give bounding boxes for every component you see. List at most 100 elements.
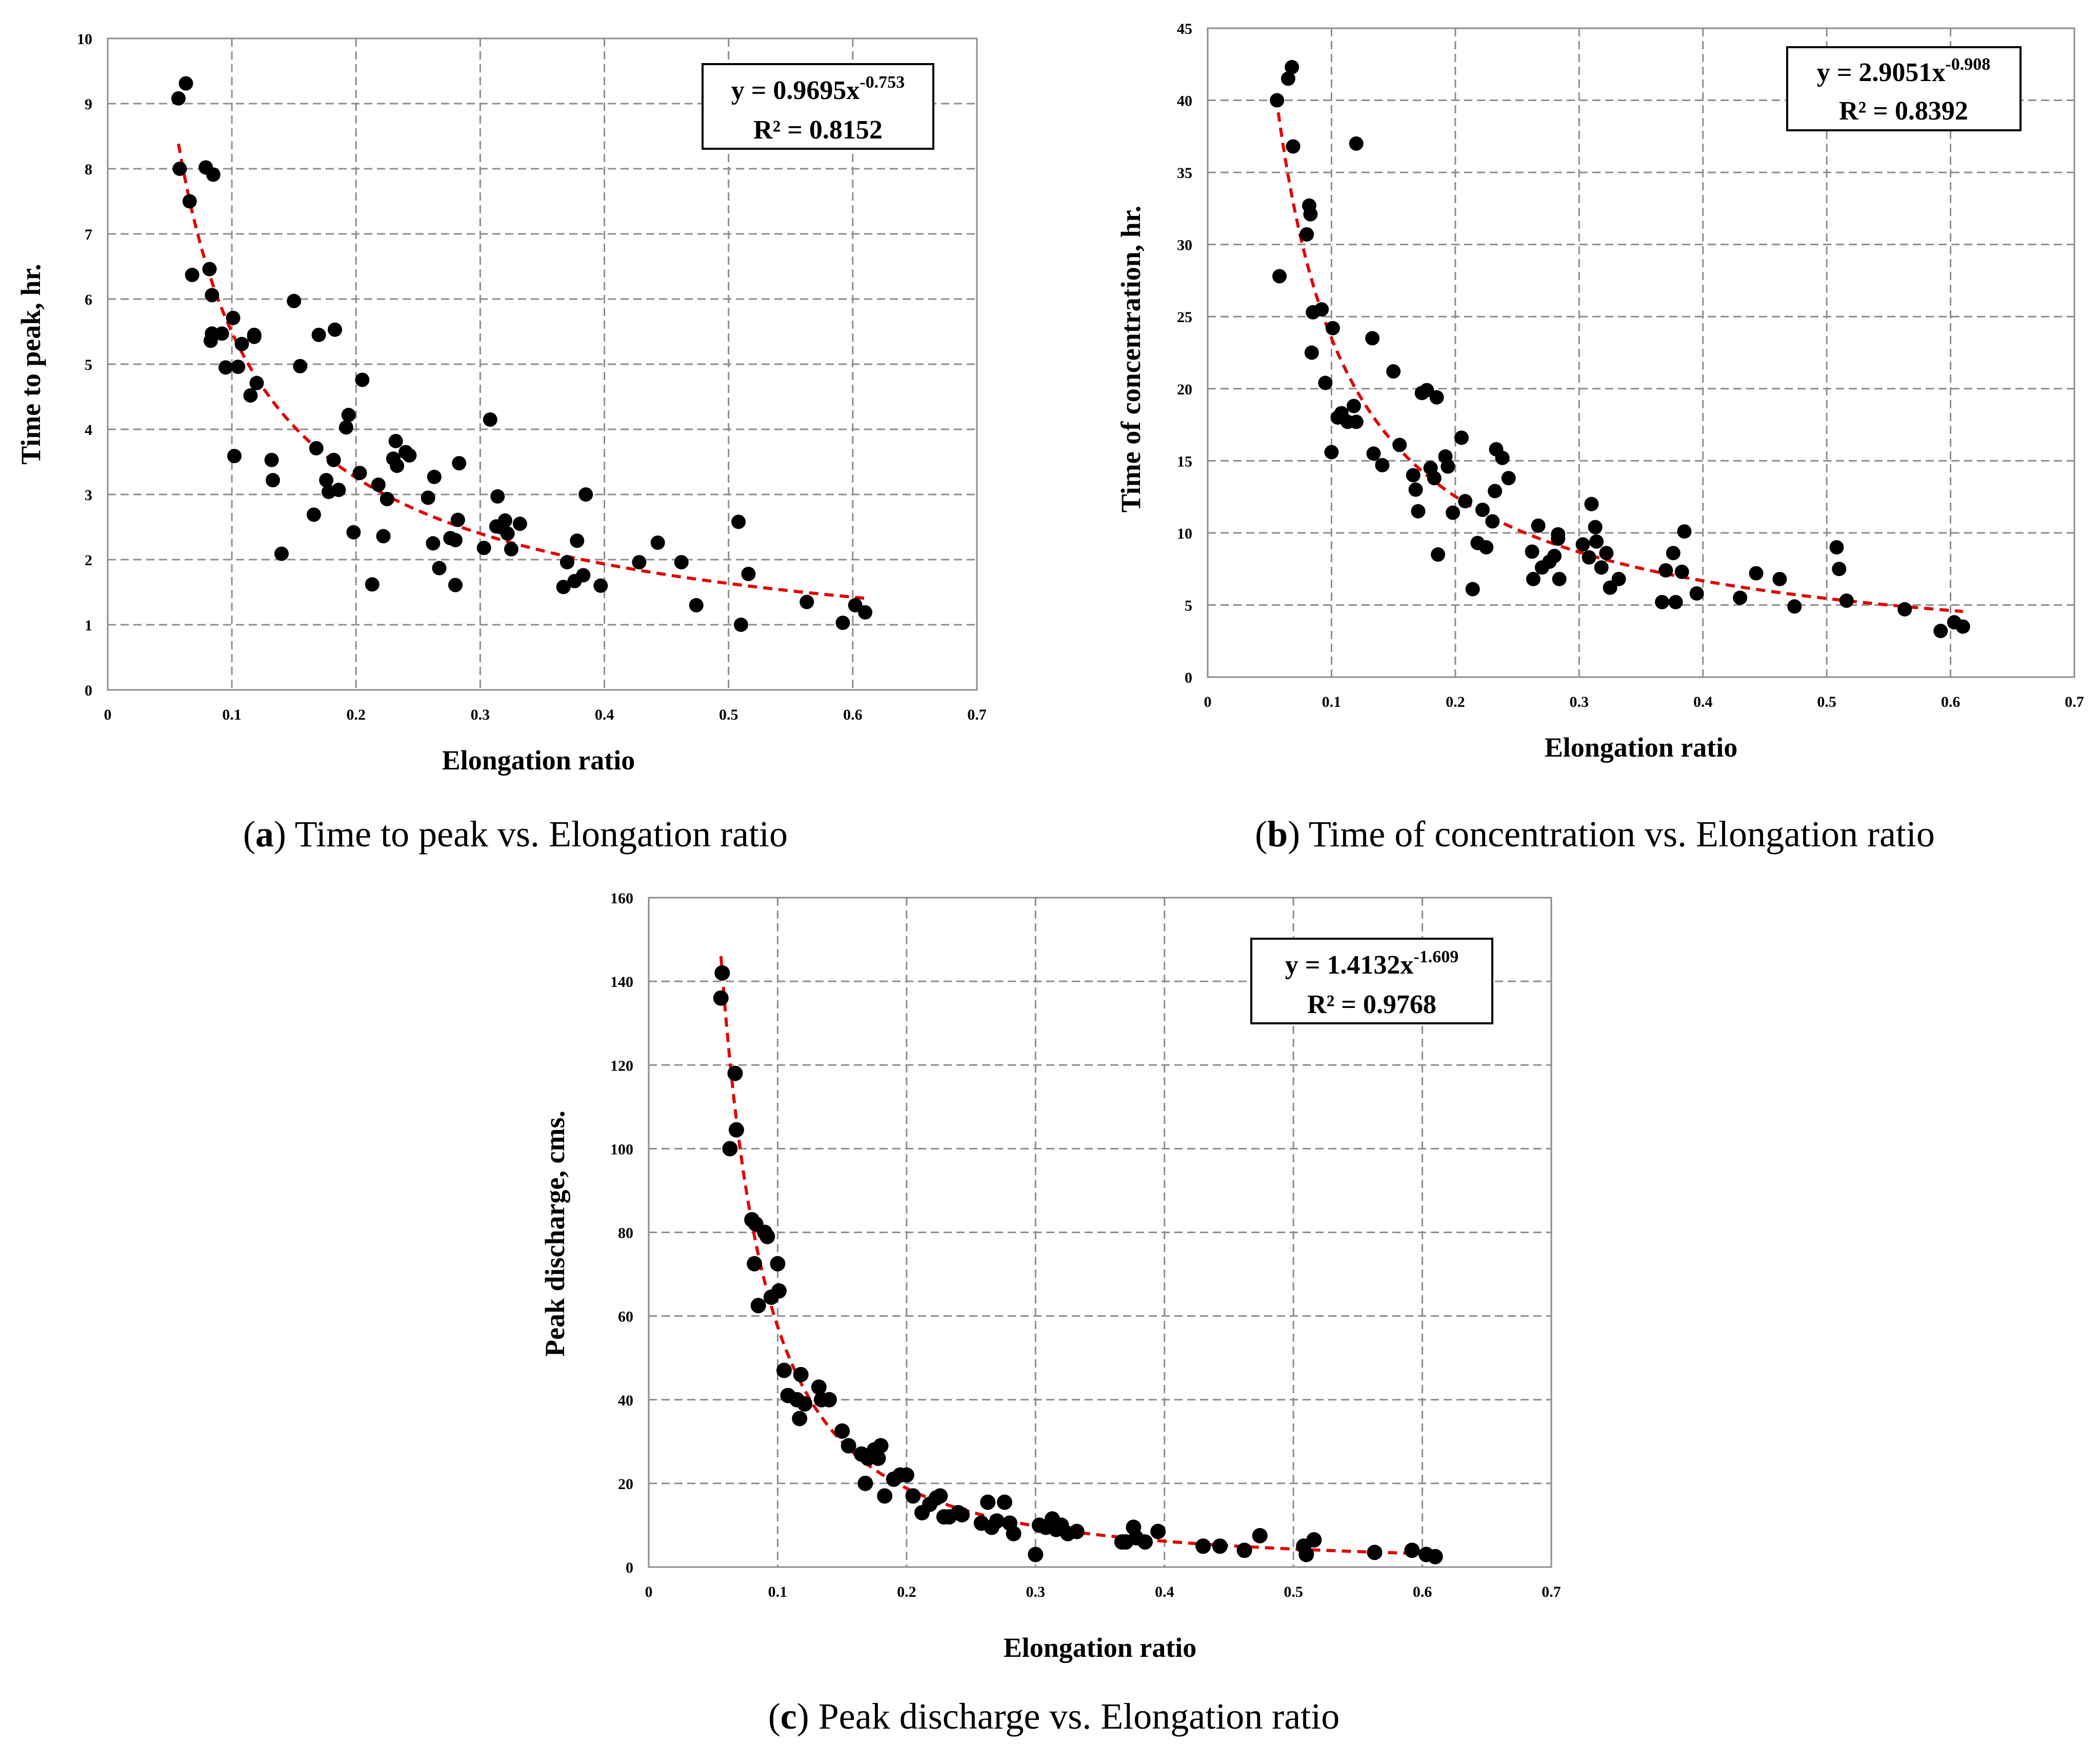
panel-b-data-point — [1733, 590, 1748, 605]
panel-a-data-point — [689, 598, 704, 612]
panel-a-data-point — [483, 412, 497, 427]
panel-c-y-tick-label: 40 — [618, 1392, 633, 1409]
panel-c-data-point — [714, 965, 730, 981]
panel-b-data-point — [1599, 546, 1614, 561]
panel-a-equation-box: y = 0.9695x-0.753 R² = 0.8152 — [702, 63, 934, 150]
panel-a-data-point — [249, 375, 264, 390]
panel-a-x-tick-label: 0.2 — [347, 706, 366, 723]
panel-b-data-point — [1475, 502, 1490, 517]
panel-c-data-point — [811, 1379, 827, 1395]
panel-b-x-tick-label: 0.2 — [1446, 694, 1465, 710]
panel-b-data-point — [1897, 602, 1912, 617]
panel-b-data-point — [1479, 540, 1494, 554]
panel-c-data-point — [989, 1513, 1005, 1529]
panel-b-data-point — [1655, 595, 1670, 609]
panel-a-data-point — [733, 618, 748, 632]
panel-b-data-point — [1365, 331, 1380, 346]
panel-b-data-point — [1588, 520, 1603, 534]
panel-b-data-point — [1495, 450, 1510, 465]
panel-a-data-point — [287, 293, 302, 308]
panel-b-data-point — [1749, 566, 1764, 581]
panel-b-data-point — [1304, 345, 1319, 360]
panel-b-data-point — [1454, 430, 1469, 445]
panel-b-data-point — [1611, 571, 1626, 586]
panel-a-data-point — [274, 546, 289, 561]
panel-b-x-tick-label: 0 — [1204, 694, 1212, 710]
panel-b-data-point — [1324, 445, 1339, 460]
panel-c-data-point — [834, 1423, 850, 1439]
panel-a-data-point — [799, 595, 814, 609]
panel-a-x-axis-label: Elongation ratio — [442, 745, 635, 776]
panel-b-data-point — [1349, 136, 1364, 151]
panel-a-x-ticks: 0 0.1 0.2 0.3 0.4 0.5 0.6 0.7 — [104, 706, 987, 723]
panel-b-data-point — [1303, 207, 1318, 222]
panel-a-data-point — [448, 532, 463, 547]
panel-b-data-point — [1488, 484, 1503, 499]
panel-c-data-point — [905, 1488, 921, 1504]
panel-b-data-point — [1668, 595, 1683, 609]
panel-b-data-point — [1485, 514, 1500, 529]
panel-b-x-axis-label: Elongation ratio — [1545, 732, 1738, 763]
panel-a-data-point — [202, 262, 217, 276]
panel-a-data-point — [500, 526, 515, 541]
panel-a-data-point — [593, 578, 608, 593]
panel-b-caption: (b) Time of concentration vs. Elongation… — [1255, 814, 1935, 855]
panel-a-data-point — [512, 517, 527, 531]
panel-a-data-point — [206, 167, 221, 182]
panel-a-time-to-peak: 0 0.1 0.2 0.3 0.4 0.5 0.6 0.7 0 1 2 3 4 5 6 7 8 9 10 Elon… — [15, 31, 987, 855]
panel-a-y-tick-label: 2 — [85, 552, 92, 569]
panel-b-equation-main: y = 2.9051x — [1817, 58, 1946, 87]
panel-c-data-point — [822, 1392, 837, 1408]
panel-a-data-point — [674, 555, 689, 570]
panel-b-data-point — [1552, 571, 1567, 586]
panel-c-y-tick-label: 120 — [610, 1057, 633, 1074]
panel-b-data-point — [1318, 375, 1333, 390]
panel-a-data-point — [247, 327, 262, 342]
panel-b-x-ticks: 0 0.1 0.2 0.3 0.4 0.5 0.6 0.7 — [1204, 694, 2084, 710]
panel-a-data-point — [432, 561, 447, 576]
panel-b-points — [1270, 60, 1970, 639]
panel-a-data-point — [331, 483, 346, 498]
panel-c-y-tick-label: 20 — [618, 1476, 633, 1493]
panel-a-data-point — [234, 336, 249, 351]
panel-b-data-point — [1429, 390, 1444, 405]
panel-b-trendline — [1276, 112, 1963, 613]
panel-a-data-point — [182, 194, 197, 209]
panel-b-y-tick-label: 10 — [1177, 525, 1192, 542]
panel-b-data-point — [1666, 546, 1681, 561]
panel-b-equation-box: y = 2.9051x-0.908 R² = 0.8392 — [1786, 46, 2022, 131]
panel-a-y-tick-label: 6 — [85, 291, 92, 308]
panel-b-x-tick-label: 0.4 — [1693, 694, 1713, 710]
panel-b-caption-letter: b — [1267, 814, 1288, 855]
panel-a-data-point — [355, 372, 370, 387]
panel-a-y-tick-label: 8 — [85, 161, 92, 178]
panel-c-data-point — [728, 1122, 744, 1138]
panel-b-equation-exponent: -0.908 — [1945, 55, 1990, 74]
panel-a-data-point — [293, 359, 308, 373]
panel-c-data-point — [759, 1229, 775, 1244]
panel-c-y-tick-label: 60 — [618, 1309, 633, 1325]
panel-c-y-tick-label: 80 — [618, 1225, 633, 1242]
panel-c-peak-discharge: 0 0.1 0.2 0.3 0.4 0.5 0.6 0.7 0 20 40 60 80 100 120 14… — [539, 890, 1561, 1737]
panel-b-data-point — [1431, 547, 1446, 562]
panel-b-caption-text: Time of concentration vs. Elongation rat… — [1309, 814, 1935, 855]
panel-a-data-point — [264, 452, 279, 467]
panel-c-y-axis-label: Peak discharge, cms. — [539, 1111, 570, 1357]
panel-c-y-tick-label: 0 — [626, 1559, 633, 1576]
panel-c-data-point — [1298, 1547, 1314, 1562]
panel-a-data-point — [497, 513, 512, 528]
panel-c-x-ticks: 0 0.1 0.2 0.3 0.4 0.5 0.6 0.7 — [645, 1583, 1561, 1600]
panel-b-equation: y = 2.9051x-0.908 — [1817, 55, 1990, 87]
panel-c-data-point — [1236, 1542, 1252, 1558]
panel-b-data-point — [1375, 458, 1390, 472]
panel-a-data-point — [556, 580, 571, 595]
panel-a-data-point — [835, 616, 850, 630]
panel-a-data-point — [741, 566, 756, 581]
panel-a-y-tick-label: 1 — [85, 617, 92, 634]
panel-c-data-point — [954, 1507, 970, 1523]
panel-a-caption-text: Time to peak vs. Elongation ratio — [295, 814, 788, 855]
panel-b-data-point — [1531, 518, 1546, 533]
panel-a-data-point — [452, 456, 467, 471]
panel-c-trendline — [719, 956, 1435, 1556]
